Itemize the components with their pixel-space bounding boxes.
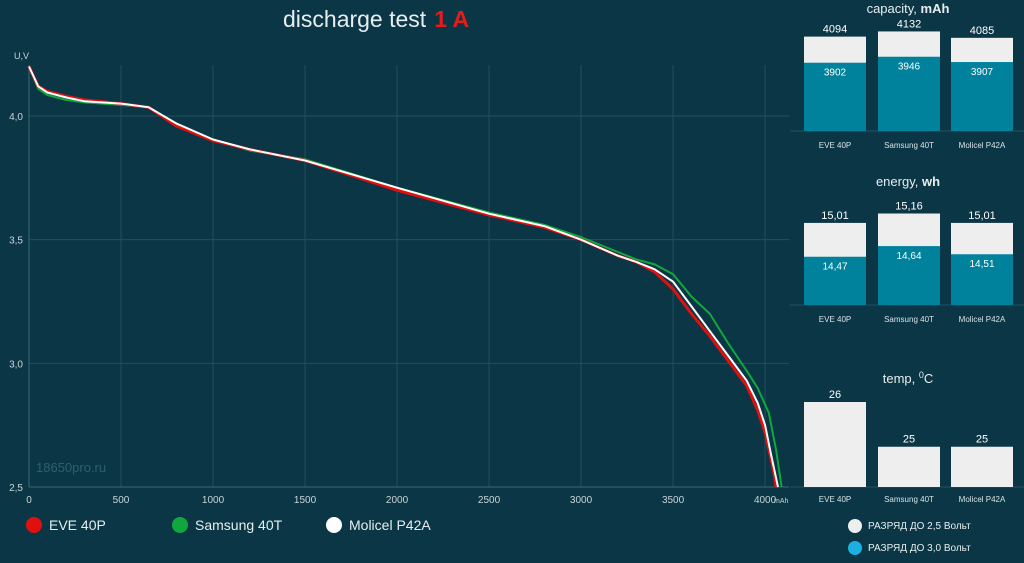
legend-dot-molicel	[326, 517, 342, 533]
bar-legend-item-30: РАЗРЯД ДО 3,0 Вольт	[848, 537, 971, 559]
bar-panel-title-text: temp,	[883, 371, 919, 386]
bar-legend: РАЗРЯД ДО 2,5 Вольт РАЗРЯД ДО 3,0 Вольт	[848, 515, 971, 559]
bar-full-0	[804, 402, 866, 487]
x-axis-label: mAh	[774, 498, 789, 505]
bar-category-label: EVE 40P	[819, 495, 851, 504]
bar-lower-label: 14,51	[969, 259, 994, 270]
x-tick-label: 500	[113, 495, 130, 506]
bar-panel-title: capacity, mAh	[867, 1, 950, 16]
legend-item-molicel: Molicel P42A	[326, 517, 431, 533]
bar-lower-0	[804, 62, 866, 132]
bar-full-label: 15,01	[968, 210, 996, 222]
bar-legend-dot-30	[848, 541, 862, 555]
chart-title-accent: 1 A	[434, 6, 470, 32]
chart-title-text: discharge test	[283, 6, 427, 32]
bar-legend-label-25: РАЗРЯД ДО 2,5 Вольт	[868, 520, 971, 532]
bar-category-label: Molicel P42A	[959, 495, 1006, 504]
bar-legend-item-25: РАЗРЯД ДО 2,5 Вольт	[848, 515, 971, 537]
bar-panel-title-text: capacity,	[867, 1, 921, 16]
bar-full-label: 26	[829, 389, 841, 401]
series-line-samsung	[28, 66, 783, 488]
y-tick-label: 3,0	[9, 359, 23, 370]
watermark: 18650pro.ru	[36, 460, 106, 475]
y-tick-label: 3,5	[9, 236, 23, 247]
y-tick-label: 4,0	[9, 112, 23, 123]
x-tick-label: 1500	[294, 495, 317, 506]
x-tick-label: 3500	[662, 495, 685, 506]
bar-lower-2	[951, 62, 1013, 131]
bar-lower-label: 3907	[971, 67, 994, 78]
legend-dot-samsung	[172, 517, 188, 533]
series-line-molicel	[28, 66, 779, 488]
bar-category-label: EVE 40P	[819, 315, 851, 324]
x-tick-label: 2500	[478, 495, 501, 506]
bar-lower-label: 14,64	[896, 251, 921, 262]
bar-panel-title-unit: mAh	[921, 1, 950, 16]
bar-lower-label: 14,47	[822, 262, 847, 273]
bar-category-label: Samsung 40T	[884, 495, 934, 504]
bar-lower-1	[878, 246, 940, 305]
bar-panel-title-unit: C	[924, 371, 933, 386]
x-tick-label: 0	[26, 495, 32, 506]
bar-category-label: Molicel P42A	[959, 315, 1006, 324]
bar-category-label: EVE 40P	[819, 141, 851, 150]
bar-lower-label: 3902	[824, 68, 847, 79]
bar-legend-label-30: РАЗРЯД ДО 3,0 Вольт	[868, 542, 971, 554]
x-tick-label: 1000	[202, 495, 225, 506]
bar-full-label: 4094	[823, 24, 847, 36]
bar-category-label: Molicel P42A	[959, 141, 1006, 150]
bar-legend-dot-25	[848, 519, 862, 533]
legend-label-eve: EVE 40P	[49, 517, 106, 533]
legend-label-molicel: Molicel P42A	[349, 517, 431, 533]
x-tick-label: 2000	[386, 495, 409, 506]
bar-full-label: 25	[903, 434, 915, 446]
bar-lower-2	[951, 254, 1013, 305]
bar-category-label: Samsung 40T	[884, 141, 934, 150]
legend-label-samsung: Samsung 40T	[195, 517, 283, 533]
bar-panel-title-unit: wh	[921, 174, 940, 189]
bar-full-label: 15,01	[821, 210, 849, 222]
bar-lower-1	[878, 56, 940, 131]
bar-full-label: 25	[976, 434, 988, 446]
x-tick-label: 4000	[754, 495, 777, 506]
x-tick-label: 3000	[570, 495, 593, 506]
legend-item-samsung: Samsung 40T	[172, 517, 282, 533]
bar-full-label: 15,16	[895, 201, 923, 213]
bar-panel-title: energy, wh	[876, 174, 940, 189]
bar-category-label: Samsung 40T	[884, 315, 934, 324]
y-axis-label: U,V	[14, 51, 29, 61]
bar-panel-title-sup: 0	[919, 370, 924, 380]
bar-panel-title: temp, 0C	[883, 370, 934, 386]
legend-item-eve: EVE 40P	[26, 517, 106, 533]
bar-panel-title-text: energy,	[876, 174, 922, 189]
bar-full-2	[951, 446, 1013, 487]
y-tick-label: 2,5	[9, 483, 23, 494]
chart-title: discharge test 1 A	[283, 6, 469, 33]
bar-lower-label: 3946	[898, 62, 921, 73]
legend-dot-eve	[26, 517, 42, 533]
bar-full-label: 4132	[897, 18, 921, 30]
bar-full-1	[878, 446, 940, 487]
bar-lower-0	[804, 256, 866, 305]
bar-full-label: 4085	[970, 25, 994, 37]
